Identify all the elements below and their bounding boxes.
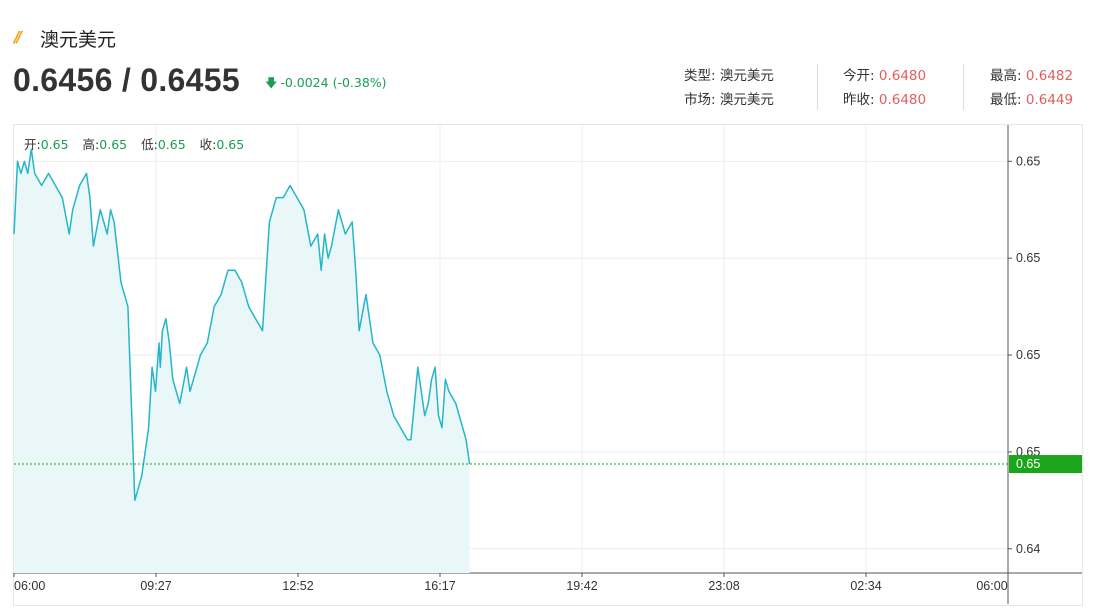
market-label: 市场: [684,92,716,108]
open-value: 0.6480 [878,68,927,84]
stats-divider [963,64,965,110]
x-tick-label: 23:08 [708,579,739,593]
price-line [13,148,471,502]
prev-close-label: 昨收: [843,92,875,108]
ohlc-close-value: 0.65 [216,137,245,152]
type-value: 澳元美元 [719,68,774,84]
chart-frame [13,124,1083,606]
open-label: 今开: [843,68,875,84]
stats-col-high-low: 最高: 0.6482 最低: 0.6449 [990,64,1073,112]
type-label: 类型: [684,68,716,84]
x-tick-label: 09:27 [140,579,171,593]
ohlc-open-label: 开: [24,137,41,152]
bid-ask-price: 0.6456 / 0.6455 [13,62,240,98]
current-price-label: 0.65 [1016,457,1040,471]
ohlc-readout: 开:0.65 高:0.65 低:0.65 收:0.65 [24,134,254,153]
ohlc-low-label: 低: [141,137,158,152]
header: // 澳元美元 0.6456 / 0.6455 🡇 -0.0024 (-0.38%… [0,0,1104,120]
y-tick-label: 0.65 [1016,348,1040,362]
ohlc-high-value: 0.65 [99,137,128,152]
y-tick-label: 0.65 [1016,154,1040,168]
ohlc-high-label: 高: [82,137,100,152]
price-change-value: -0.0024 (-0.38%) [280,75,387,90]
high-value: 0.6482 [1025,68,1074,84]
prev-close-value: 0.6480 [878,92,927,108]
y-tick-label: 0.65 [1016,251,1040,265]
stats-col-type-market: 类型: 澳元美元 市场: 澳元美元 [684,64,774,112]
stats-divider [817,64,819,110]
stats-col-open-close: 今开: 0.6480 昨收: 0.6480 [843,64,926,112]
x-tick-label: 19:42 [566,579,597,593]
low-label: 最低: [990,92,1022,108]
high-label: 最高: [990,68,1022,84]
ohlc-open-value: 0.65 [40,137,69,152]
price-area [14,149,470,573]
y-tick-label: 0.64 [1016,542,1040,556]
market-value: 澳元美元 [719,92,774,108]
ohlc-close-label: 收: [199,137,217,152]
arrow-down-icon: 🡇 [265,76,278,90]
price-change: 🡇 -0.0024 (-0.38%) [265,74,387,95]
instrument-title: 澳元美元 [40,29,117,51]
x-tick-label: 02:34 [850,579,881,593]
x-tick-label: 06:00 [976,579,1007,593]
x-tick-label: 12:52 [282,579,313,593]
x-tick-label: 06:00 [14,579,45,593]
ohlc-low-value: 0.65 [157,137,186,152]
brand-logo-icon: // [14,28,22,46]
x-tick-label: 16:17 [424,579,455,593]
low-value: 0.6449 [1025,92,1074,108]
current-price-badge [1009,455,1082,474]
